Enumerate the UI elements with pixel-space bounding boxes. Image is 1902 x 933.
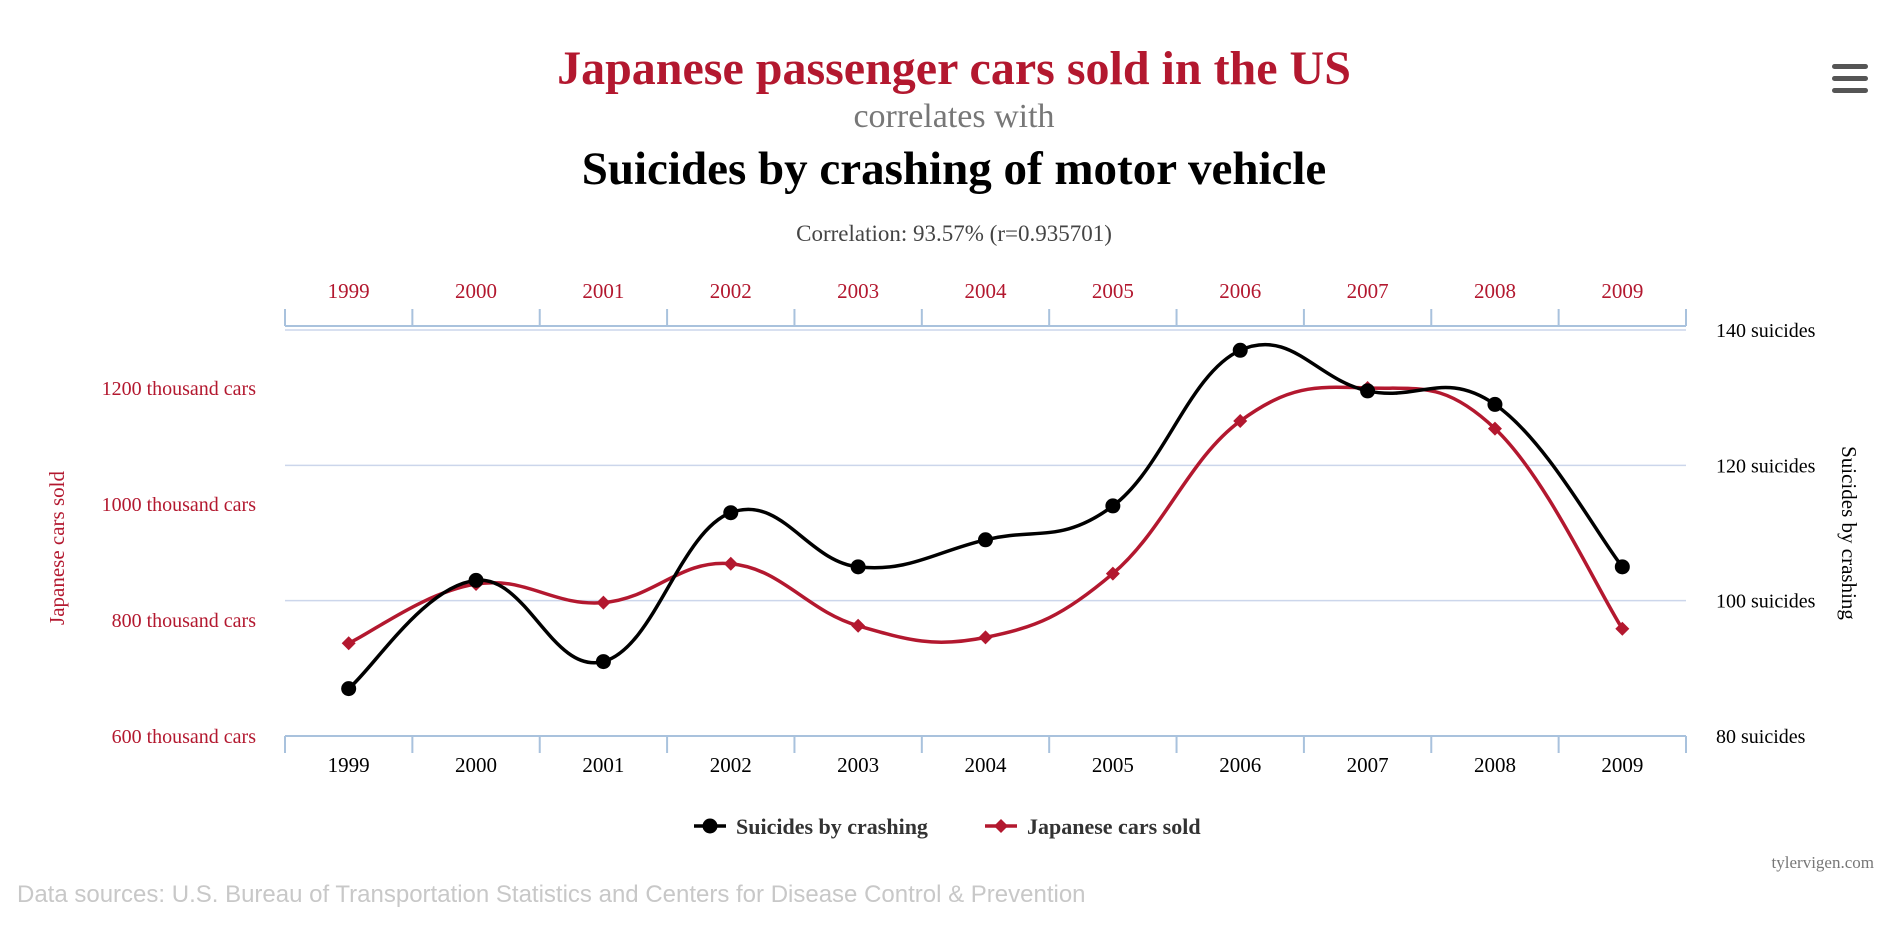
top-x-tick-label: 2004 [965,279,1008,303]
right-axis-tick-label: 140 suicides [1716,320,1816,342]
legend-label: Japanese cars sold [1027,814,1201,839]
data-point-japanese-cars-sold[interactable] [1487,421,1502,436]
data-point-japanese-cars-sold[interactable] [978,630,993,645]
axes-layer: 600 thousand cars 800 thousand cars 1000 t… [45,279,1861,777]
left-axis-tick-label: 600 thousand cars [112,726,257,748]
bottom-x-tick-label: 2005 [1092,753,1134,777]
data-point-suicides-by-crashing[interactable] [1360,383,1376,399]
legend-item-suicides-by-crashing[interactable]: Suicides by crashing [694,814,928,839]
series-line-japanese-cars-sold [347,385,1624,645]
data-sources-text: Data sources: U.S. Bureau of Transportat… [17,881,1086,908]
left-axis-tick-label: 1000 thousand cars [102,494,257,516]
data-point-suicides-by-crashing[interactable] [595,654,611,670]
top-x-tick-label: 1999 [328,279,370,303]
right-axis-tick-label: 80 suicides [1716,726,1806,748]
top-x-tick-label: 2003 [837,279,879,303]
bottom-x-tick-label: 2002 [710,753,752,777]
legend-label: Suicides by crashing [736,814,928,839]
top-x-tick-label: 2002 [710,279,752,303]
data-point-suicides-by-crashing[interactable] [341,681,357,697]
bottom-x-tick-label: 1999 [328,753,370,777]
chart-title-secondary: Suicides by crashing of motor vehicle [582,143,1327,195]
legend-item-japanese-cars-sold[interactable]: Japanese cars sold [985,814,1201,839]
credit-text[interactable]: tylervigen.com [1772,853,1874,872]
top-x-tick-label: 2009 [1601,279,1643,303]
data-point-japanese-cars-sold[interactable] [341,636,356,651]
right-axis-title: Suicides by crashing [1837,446,1861,620]
series-layer [341,342,1630,697]
bottom-x-tick-label: 2003 [837,753,879,777]
data-point-japanese-cars-sold[interactable] [596,595,611,610]
bottom-x-tick-label: 2000 [455,753,497,777]
legend[interactable]: Suicides by crashing Japanese cars sold [694,814,1201,839]
bottom-x-tick-label: 2004 [965,753,1008,777]
hamburger-menu-icon[interactable] [1832,62,1868,96]
data-point-japanese-cars-sold[interactable] [1105,566,1120,581]
top-x-tick-label: 2000 [455,279,497,303]
left-axis-tick-label: 800 thousand cars [112,610,257,632]
bottom-x-tick-label: 2009 [1601,753,1643,777]
data-point-suicides-by-crashing[interactable] [978,532,993,548]
data-point-suicides-by-crashing[interactable] [850,559,866,575]
data-point-japanese-cars-sold[interactable] [1615,621,1630,636]
data-point-suicides-by-crashing[interactable] [1487,396,1503,412]
left-axis-title: Japanese cars sold [45,471,69,625]
left-axis-tick-label: 1200 thousand cars [102,378,257,400]
data-point-suicides-by-crashing[interactable] [1614,559,1630,575]
right-axis-tick-label: 100 suicides [1716,591,1816,613]
top-x-tick-label: 2008 [1474,279,1516,303]
data-point-japanese-cars-sold[interactable] [1233,414,1248,429]
right-axis-tick-label: 120 suicides [1716,455,1816,477]
data-point-suicides-by-crashing[interactable] [1232,342,1248,358]
legend-marker-circle [702,818,718,834]
legend-marker-diamond [994,819,1008,833]
top-x-tick-label: 2005 [1092,279,1134,303]
top-x-tick-label: 2006 [1219,279,1261,303]
top-x-tick-label: 2007 [1347,279,1389,303]
bottom-x-tick-label: 2007 [1347,753,1389,777]
data-point-japanese-cars-sold[interactable] [851,618,866,633]
data-point-suicides-by-crashing[interactable] [468,572,484,588]
chart-title-primary: Japanese passenger cars sold in the US [557,42,1351,95]
data-point-suicides-by-crashing[interactable] [723,505,739,521]
data-point-japanese-cars-sold[interactable] [723,556,738,571]
chart-title-connector: correlates with [853,98,1054,135]
top-x-tick-label: 2001 [582,279,624,303]
correlation-label: Correlation: 93.57% (r=0.935701) [796,221,1112,246]
bottom-x-tick-label: 2001 [582,753,624,777]
bottom-x-tick-label: 2006 [1219,753,1261,777]
bottom-x-tick-label: 2008 [1474,753,1516,777]
data-point-suicides-by-crashing[interactable] [1105,498,1121,514]
